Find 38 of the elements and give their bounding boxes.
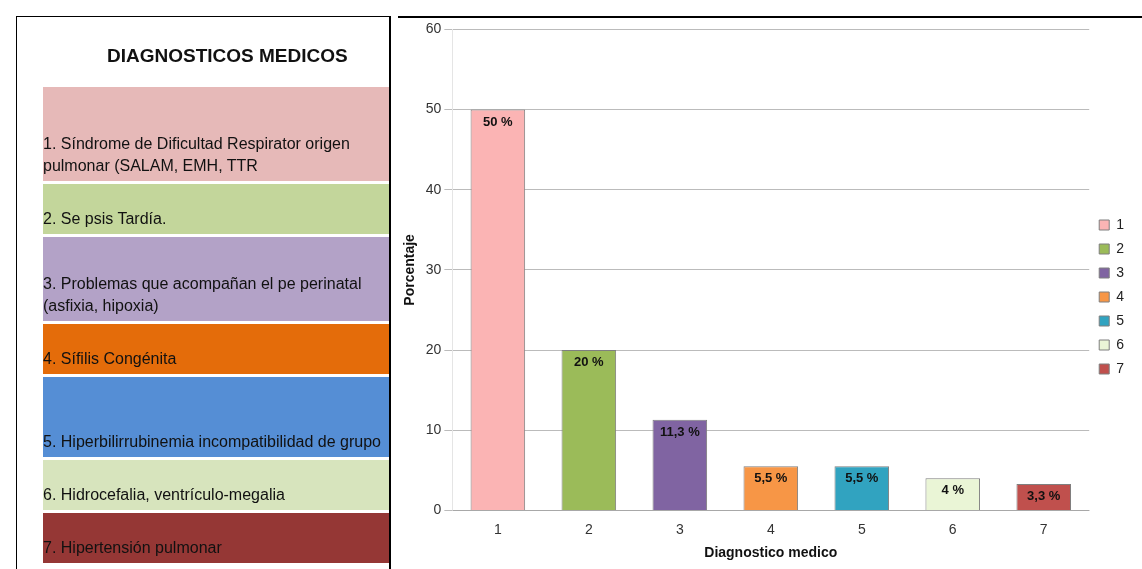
text: 1. Síndrome de Dificultad Respirator origen pulmonar (SALAM, EMH, TTR bbox=[43, 134, 351, 176]
data-label: 11,3 % bbox=[659, 423, 701, 439]
x-tick-label: 7 bbox=[1039, 520, 1048, 537]
y-tick-label: 20 bbox=[425, 340, 442, 357]
x-tick-label: 4 bbox=[766, 520, 775, 537]
y-tick-label: 0 bbox=[433, 501, 442, 518]
y-tick-label: 30 bbox=[425, 260, 442, 277]
x-tick-label: 3 bbox=[675, 520, 684, 537]
data-label: 5,5 % bbox=[754, 470, 788, 486]
x-axis-title: Diagnostico medico bbox=[704, 544, 838, 561]
data-label: 50 % bbox=[483, 113, 514, 129]
legend-label: 3 bbox=[1116, 263, 1125, 280]
legend-label: 6 bbox=[1116, 335, 1125, 352]
legend-label: 4 bbox=[1116, 287, 1125, 304]
data-label: 4 % bbox=[941, 482, 965, 498]
x-tick-label: 2 bbox=[584, 520, 593, 537]
y-tick-label: 10 bbox=[425, 421, 442, 438]
text: 4. Sífilis Congénita bbox=[43, 349, 177, 369]
text: DIAGNOSTICOS MEDICOS bbox=[107, 45, 348, 67]
text: 2. Se psis Tardía. bbox=[43, 209, 167, 229]
text: 5. Hiperbilirrubinemia incompatibilidad de grupo bbox=[43, 432, 381, 452]
y-tick-label: 60 bbox=[425, 20, 442, 37]
legend-label: 2 bbox=[1116, 239, 1125, 256]
data-label: 3,3 % bbox=[1027, 488, 1061, 504]
data-label: 20 % bbox=[574, 354, 605, 370]
text: 7. Hipertensión pulmonar bbox=[43, 538, 222, 558]
y-tick-label: 50 bbox=[425, 100, 442, 117]
x-tick-label: 5 bbox=[857, 520, 866, 537]
x-tick-label: 6 bbox=[948, 520, 957, 537]
legend-label: 7 bbox=[1116, 359, 1125, 376]
text: 3. Problemas que acompañan el pe perinatal (asfixia, hipoxia) bbox=[43, 274, 363, 316]
data-label: 5,5 % bbox=[845, 470, 879, 486]
legend-label: 5 bbox=[1116, 311, 1125, 328]
y-axis-title: Porcentaje bbox=[401, 233, 418, 306]
y-tick-label: 40 bbox=[425, 180, 442, 197]
x-tick-label: 1 bbox=[493, 520, 502, 537]
text: 6. Hidrocefalia, ventrículo-megalia bbox=[43, 485, 285, 505]
legend-label: 1 bbox=[1116, 215, 1125, 232]
